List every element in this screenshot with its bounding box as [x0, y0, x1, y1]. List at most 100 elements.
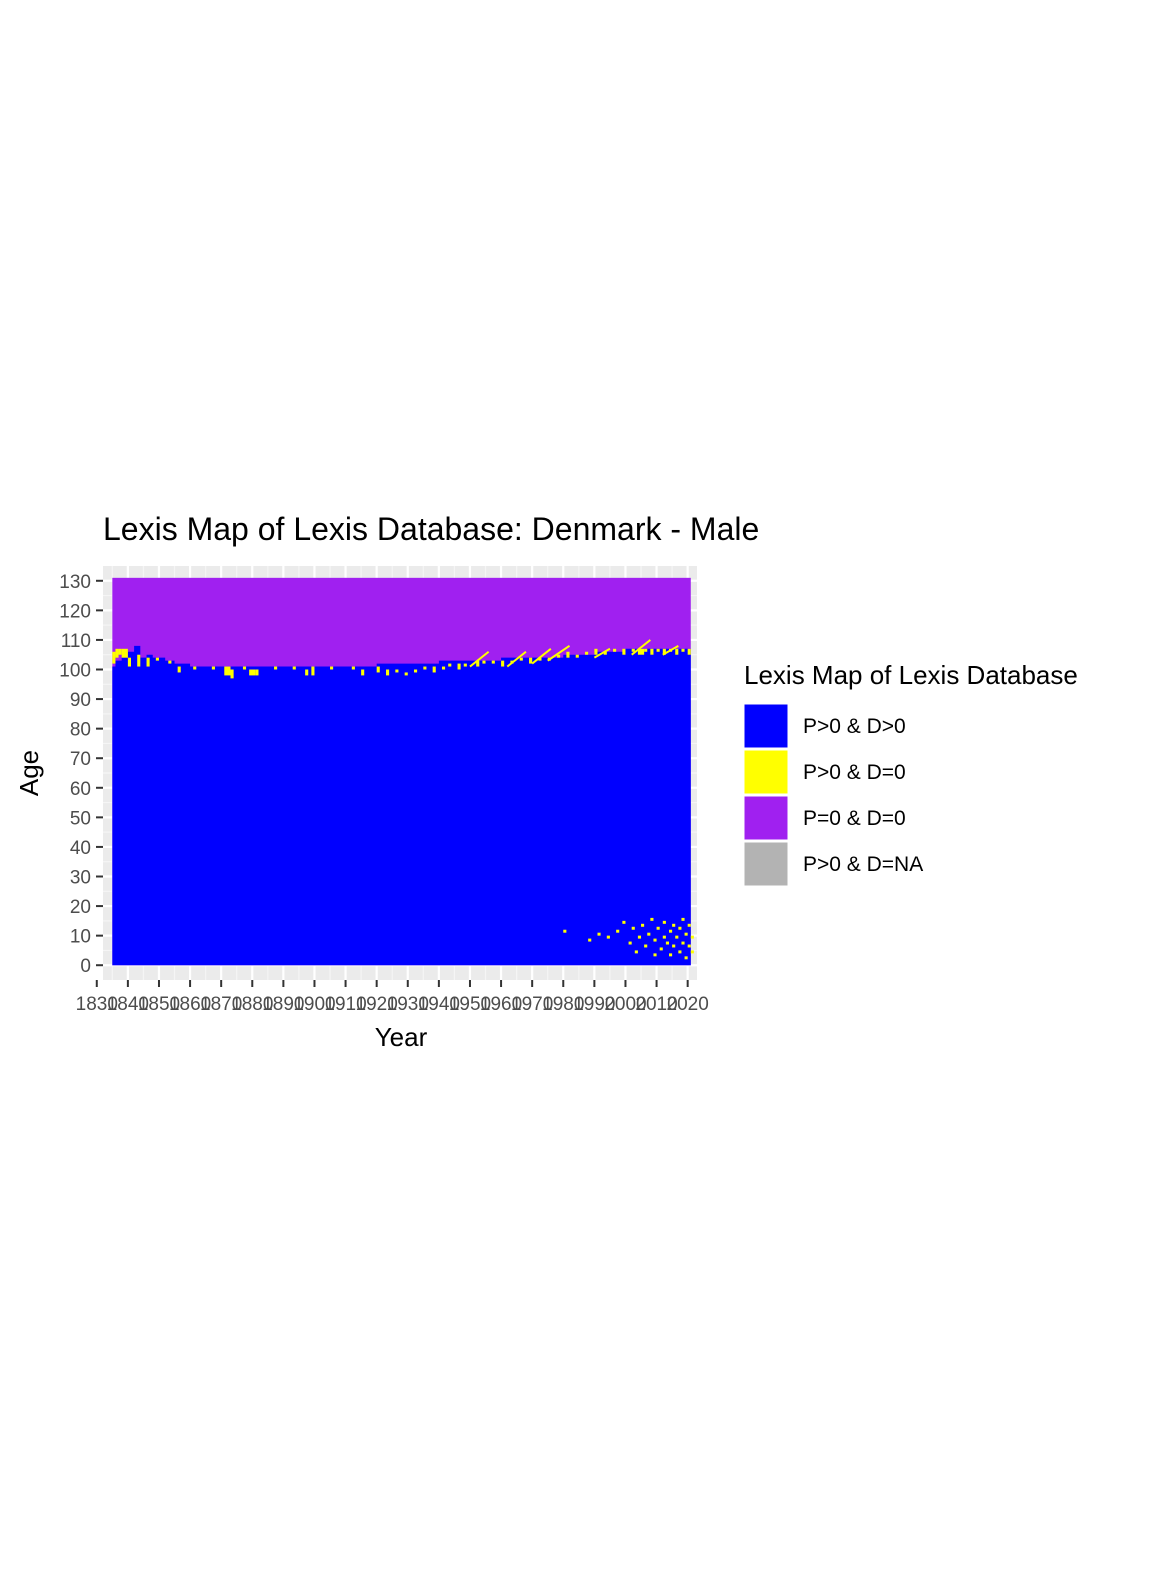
cell-p-pos-d-zero	[594, 648, 598, 655]
cell-p-pos-d-zero	[662, 935, 666, 939]
cell-p-pos-d-zero	[575, 654, 579, 658]
cell-p-pos-d-zero	[637, 648, 645, 655]
x-tick-label: 1860	[169, 994, 211, 1015]
cell-p-pos-d-zero	[311, 666, 315, 676]
cell-p-pos-d-zero	[662, 648, 666, 655]
cell-p-pos-d-zero	[330, 666, 334, 670]
cell-p-pos-d-zero	[662, 920, 666, 924]
cell-p-pos-d-zero	[448, 663, 452, 667]
region-p-pos-d-pos	[112, 645, 691, 966]
cell-p-pos-d-zero	[168, 660, 172, 664]
cell-p-pos-d-zero	[634, 950, 638, 954]
cell-p-pos-d-zero	[292, 666, 296, 670]
legend-label: P=0 & D=0	[803, 807, 906, 830]
x-tick-label: 1950	[449, 994, 491, 1015]
cell-p-pos-d-zero	[274, 666, 278, 670]
cell-p-pos-d-zero	[146, 657, 150, 667]
y-tick-label: 100	[59, 661, 91, 682]
legend-key	[743, 795, 789, 841]
cell-p-pos-d-zero	[585, 651, 589, 655]
legend-label: P>0 & D>0	[803, 715, 906, 738]
cell-p-pos-d-zero	[684, 956, 688, 960]
y-tick-label: 110	[61, 631, 91, 652]
y-tick-label: 120	[59, 601, 91, 622]
y-tick-label: 40	[70, 838, 91, 859]
cell-p-pos-d-zero	[588, 938, 592, 942]
x-tick-label: 1940	[418, 994, 460, 1015]
cell-p-pos-d-zero	[653, 953, 657, 957]
y-tick-label: 30	[70, 868, 91, 889]
cell-p-pos-d-zero	[137, 654, 141, 667]
y-tick-label: 60	[70, 779, 91, 800]
y-axis: 0 10 20 30 40 50 60 70 80 90 100 110 120 130	[59, 572, 103, 977]
cell-p-pos-d-zero	[681, 648, 685, 652]
cell-p-pos-d-zero	[678, 950, 682, 954]
cell-p-pos-d-zero	[255, 669, 259, 676]
cell-p-pos-d-zero	[641, 923, 645, 927]
cell-p-pos-d-zero	[155, 657, 159, 661]
cell-p-pos-d-zero	[118, 648, 122, 655]
cell-p-pos-d-zero	[622, 920, 626, 924]
cell-p-pos-d-zero	[672, 944, 676, 948]
cell-p-pos-d-zero	[613, 648, 617, 652]
cell-p-pos-d-zero	[669, 929, 673, 933]
cell-p-pos-d-zero	[606, 935, 610, 939]
cohort-diagonal	[547, 645, 571, 662]
cell-p-pos-d-zero	[684, 932, 688, 936]
cell-p-pos-d-zero	[127, 657, 131, 667]
x-tick-label: 1830	[76, 994, 118, 1015]
legend-title: Lexis Map of Lexis Database	[744, 660, 1078, 690]
cell-p-pos-d-zero	[678, 926, 682, 930]
legend: Lexis Map of Lexis Database P>0 & D>0 P>0…	[743, 660, 1078, 887]
cell-p-pos-d-zero	[637, 935, 642, 939]
y-tick-label: 0	[80, 956, 91, 977]
legend-key	[743, 749, 789, 795]
cell-p-pos-d-zero	[616, 929, 620, 933]
x-tick-label: 1960	[480, 994, 522, 1015]
y-tick-label: 20	[70, 897, 91, 918]
cell-p-pos-d-zero	[463, 663, 467, 667]
cohort-diagonal	[469, 650, 490, 668]
cohort-diagonal	[531, 648, 552, 665]
cell-p-pos-d-zero	[675, 648, 679, 655]
legend-label: P>0 & D=0	[803, 761, 906, 784]
cohort-diagonal	[506, 650, 527, 668]
y-tick-label: 50	[70, 808, 91, 829]
legend-key	[743, 703, 789, 749]
cell-p-pos-d-zero	[242, 666, 247, 670]
cell-p-pos-d-zero	[690, 935, 694, 939]
cell-p-pos-d-zero	[230, 669, 234, 679]
x-tick-label: 1990	[573, 994, 615, 1015]
x-tick-label: 2000	[604, 994, 646, 1015]
cohort-diagonal	[631, 639, 651, 656]
y-axis-title: Age	[14, 750, 44, 796]
cell-p-pos-d-zero	[351, 666, 355, 670]
y-tick-label: 70	[70, 749, 91, 770]
cell-p-pos-d-zero	[211, 666, 215, 670]
cell-p-pos-d-zero	[395, 669, 399, 673]
y-tick-label: 80	[70, 720, 91, 741]
cell-p-pos-d-zero	[656, 648, 660, 652]
cohort-diagonal	[662, 644, 679, 656]
cell-p-pos-d-zero	[361, 669, 365, 676]
cell-p-pos-d-zero	[622, 648, 626, 655]
x-tick-label: 1880	[231, 994, 273, 1015]
cell-p-pos-d-zero	[563, 929, 567, 933]
cell-p-pos-d-zero	[672, 923, 676, 927]
x-tick-label: 2010	[635, 994, 677, 1015]
y-tick-label: 90	[70, 690, 91, 711]
legend-key	[743, 841, 789, 887]
x-tick-label: 1980	[542, 994, 584, 1015]
cell-p-pos-d-zero	[121, 648, 128, 658]
cell-p-pos-d-zero	[376, 666, 380, 673]
chart-title: Lexis Map of Lexis Database: Denmark - M…	[103, 511, 759, 547]
x-tick-label: 1870	[200, 994, 242, 1015]
cell-p-pos-d-zero	[631, 926, 635, 930]
cell-p-pos-d-zero	[519, 657, 523, 661]
cell-p-pos-d-zero	[566, 651, 570, 658]
cell-p-pos-d-zero	[491, 660, 495, 664]
cell-p-pos-d-zero	[665, 941, 670, 945]
x-tick-label: 1910	[324, 994, 366, 1015]
legend-label: P>0 & D=NA	[803, 853, 923, 876]
cell-p-pos-d-zero	[538, 657, 542, 661]
